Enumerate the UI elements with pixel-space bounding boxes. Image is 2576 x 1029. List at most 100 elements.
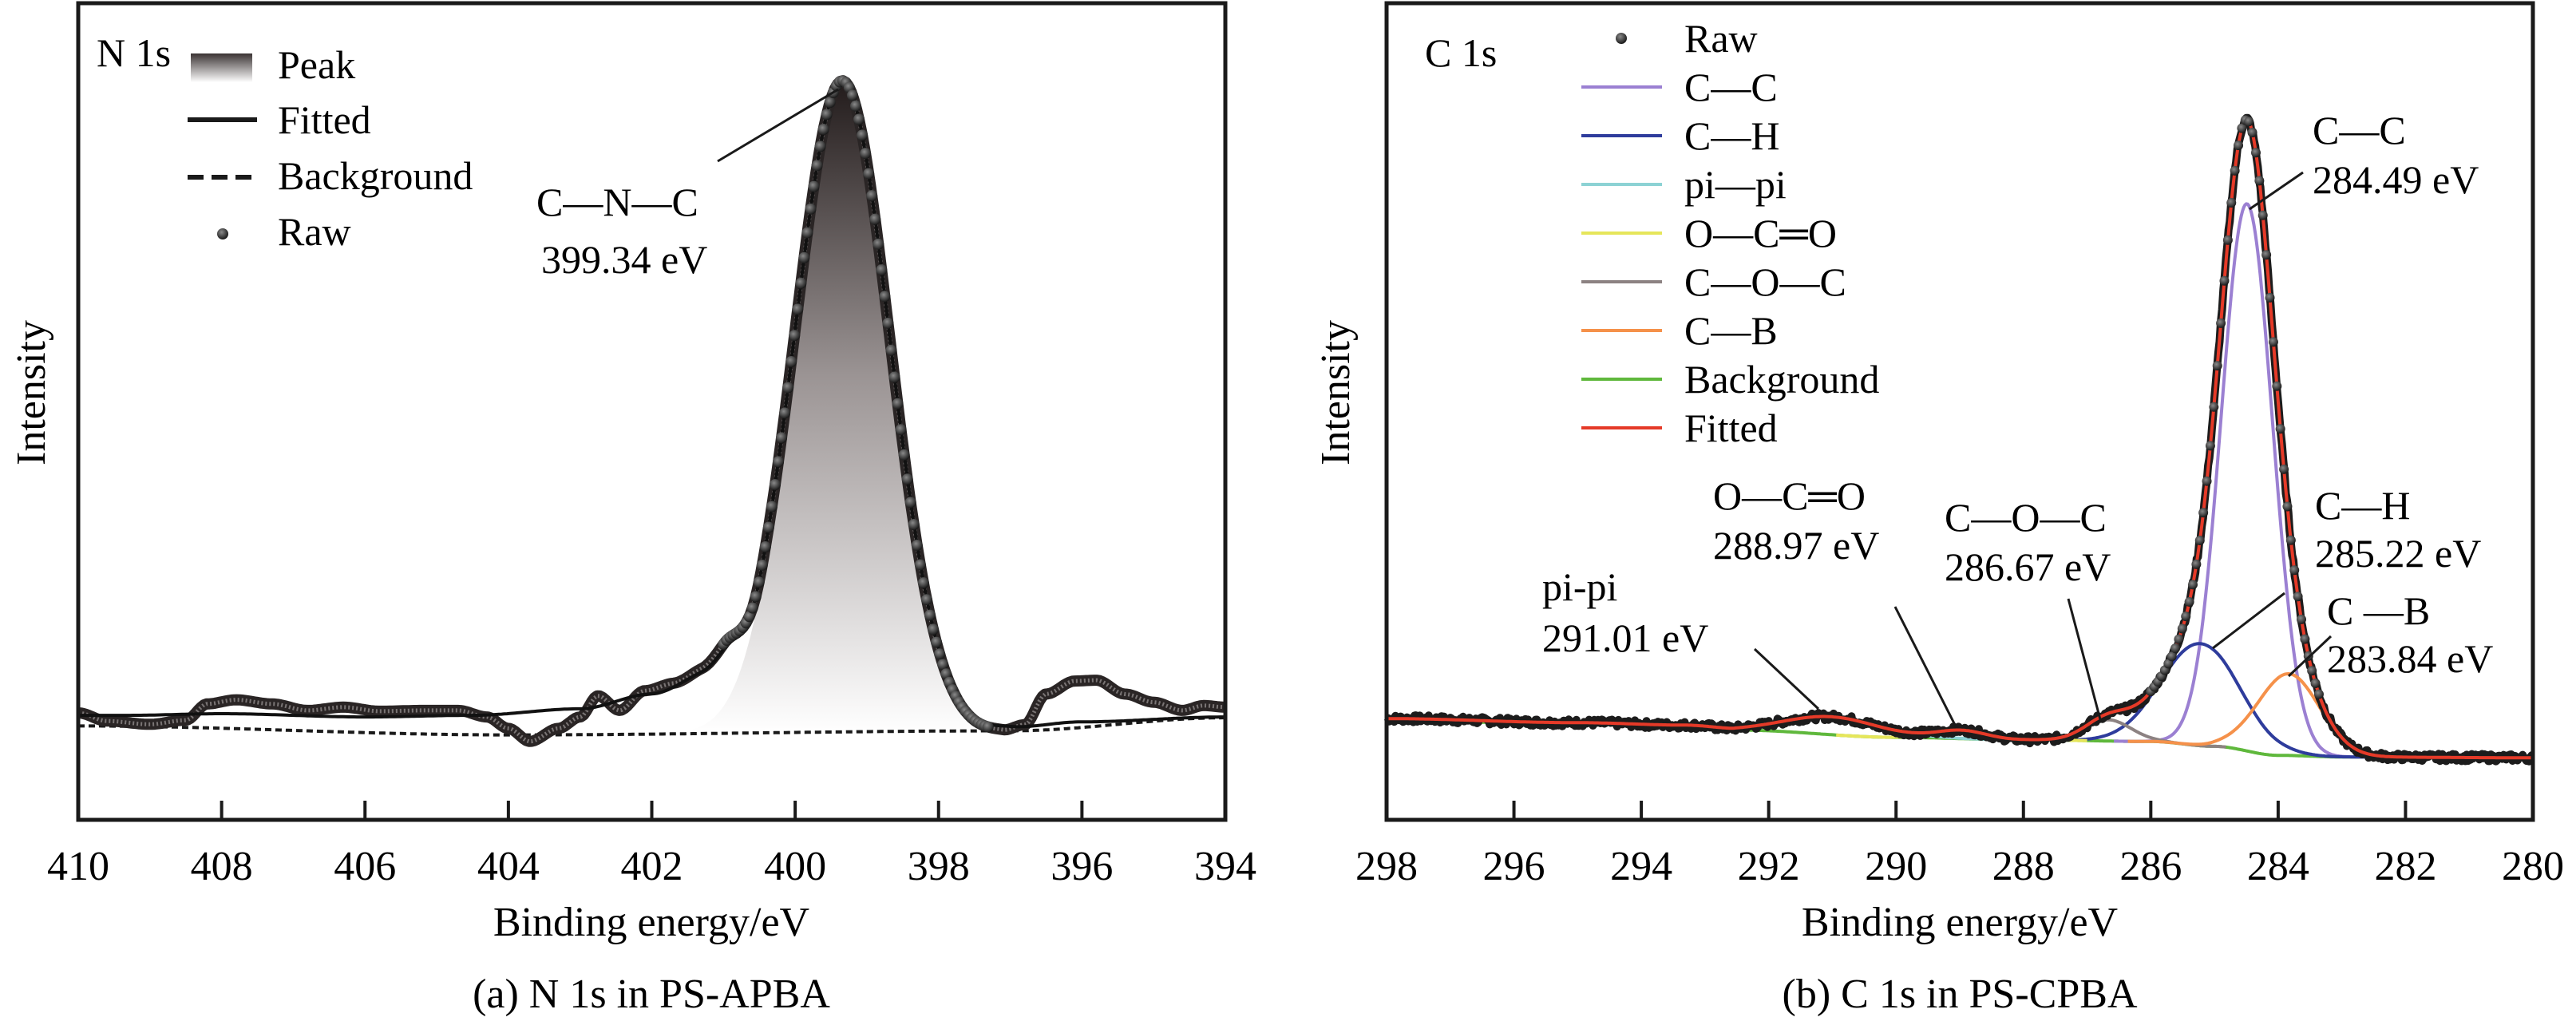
legend-item-7: Background: [1581, 357, 1879, 402]
raw-point: [769, 479, 781, 491]
raw-point: [766, 501, 778, 513]
raw-point: [776, 432, 788, 444]
annotation-value-oco: 288.97 eV: [1713, 523, 1879, 568]
series-background-n1s: [78, 716, 1225, 737]
raw-point: [2234, 140, 2244, 151]
panel-tag-c1s: C 1s: [1425, 30, 1497, 75]
annotation-ch: C—H 285.22 eV: [2212, 483, 2481, 650]
legend-label-raw: Raw: [278, 209, 351, 254]
annotation-leader-cnc: [717, 88, 839, 163]
y-axis-title-c1s: Intensity: [1313, 320, 1359, 465]
raw-point: [792, 303, 804, 315]
raw-point: [908, 518, 920, 530]
raw-point: [2300, 634, 2310, 644]
raw-point: [2237, 123, 2247, 133]
n1s-x-tick-label: 408: [191, 844, 253, 889]
x-axis-title-c1s: Binding energy/eV: [1802, 900, 2118, 945]
annotation-value-cb: 283.84 eV: [2327, 636, 2493, 681]
n1s-x-tick-label: 394: [1194, 844, 1256, 889]
raw-point: [773, 456, 785, 468]
raw-point: [795, 277, 807, 289]
raw-point: [2265, 292, 2275, 303]
raw-point: [789, 330, 801, 342]
annotation-label-pipi: pi-pi: [1542, 564, 1617, 609]
plot-frame-c1s: [1384, 1, 2535, 822]
legend-c1s: RawC—CC—Hpi—piO—C═OC—O—CC—BBackgroundFit…: [1581, 16, 1879, 450]
raw-point: [885, 344, 897, 356]
raw-point: [2209, 402, 2219, 412]
raw-point: [801, 227, 813, 239]
annotation-cb: C —B 283.84 eV: [2287, 588, 2493, 681]
c1s-x-tick-label: 298: [1355, 844, 1418, 889]
legend-swatch-peak: [191, 53, 252, 82]
c1s-x-tick-label: 288: [1992, 844, 2055, 889]
legend-label: C—B: [1684, 308, 1778, 353]
series-raw-band-c1s: [1383, 113, 2536, 766]
annotation-oco: O—C═O 288.97 eV: [1713, 473, 1958, 729]
raw-point: [753, 576, 765, 588]
raw-point: [2244, 117, 2254, 127]
legend-label: C—C: [1684, 65, 1778, 109]
annotation-leader-coc: [2067, 598, 2103, 723]
raw-point: [2184, 596, 2194, 607]
raw-point: [866, 190, 878, 202]
raw-point: [920, 594, 932, 606]
series-fitted-n1s: [78, 79, 1225, 729]
annotation-label-oco: O—C═O: [1713, 473, 1866, 518]
y-axis-title-n1s: Intensity: [9, 320, 54, 465]
c1s-x-tick-label: 284: [2247, 844, 2309, 889]
legend-item-5: C—O—C: [1581, 259, 1846, 304]
panel-c1s: 298 296 294 292 290 288 286 284 282 280 C 1s RawC…: [1313, 1, 2564, 1017]
raw-point: [2205, 441, 2215, 451]
raw-point: [756, 559, 768, 571]
raw-point: [798, 251, 810, 263]
raw-point: [904, 497, 916, 509]
raw-point: [857, 129, 869, 141]
raw-point: [911, 540, 923, 552]
raw-point: [914, 559, 926, 571]
raw-point: [824, 97, 836, 109]
legend-item-4: O—C═O: [1581, 211, 1837, 255]
raw-point: [2313, 689, 2324, 699]
annotation-leader-ch: [2212, 592, 2285, 650]
caption-c1s: (b) C 1s in PS-CPBA: [1783, 972, 2138, 1017]
raw-point: [2194, 536, 2205, 546]
annotation-value-ch: 285.22 eV: [2315, 531, 2481, 576]
annotation-leader-cb: [2287, 635, 2333, 678]
raw-point: [811, 160, 823, 172]
raw-point: [928, 623, 940, 635]
n1s-x-tick-label: 404: [477, 844, 540, 889]
raw-point: [937, 659, 949, 671]
annotation-coc: C—O—C 286.67 eV: [1945, 495, 2111, 723]
legend-swatch-raw: [1616, 33, 1627, 44]
raw-point: [2174, 634, 2184, 644]
raw-point: [2187, 580, 2198, 590]
c1s-x-tick-label: 282: [2374, 844, 2436, 889]
raw-point: [982, 721, 994, 733]
raw-point: [2230, 165, 2240, 176]
raw-point: [863, 168, 875, 180]
annotation-value-coc: 286.67 eV: [1945, 544, 2111, 589]
series-raw-texture-n1s: [77, 78, 1226, 744]
raw-point: [2293, 592, 2303, 602]
raw-point: [846, 89, 858, 101]
raw-point: [814, 140, 826, 152]
raw-point: [2250, 148, 2261, 158]
legend-item-background: Background: [188, 153, 473, 198]
legend-label: C—H: [1684, 113, 1779, 158]
raw-point: [750, 591, 762, 603]
n1s-x-tick-label: 400: [764, 844, 826, 889]
series-component-5: [2127, 671, 2449, 759]
raw-point: [924, 609, 936, 621]
raw-point: [898, 449, 910, 461]
raw-point: [808, 180, 820, 192]
legend-label-peak: Peak: [278, 42, 355, 87]
raw-point: [860, 148, 872, 160]
raw-point: [940, 668, 952, 680]
annotation-value-cc: 284.49 eV: [2313, 157, 2479, 202]
series-fitted-c1s: [1387, 117, 2533, 760]
raw-point: [821, 109, 833, 121]
raw-point: [2275, 424, 2285, 434]
raw-point: [2226, 198, 2237, 208]
